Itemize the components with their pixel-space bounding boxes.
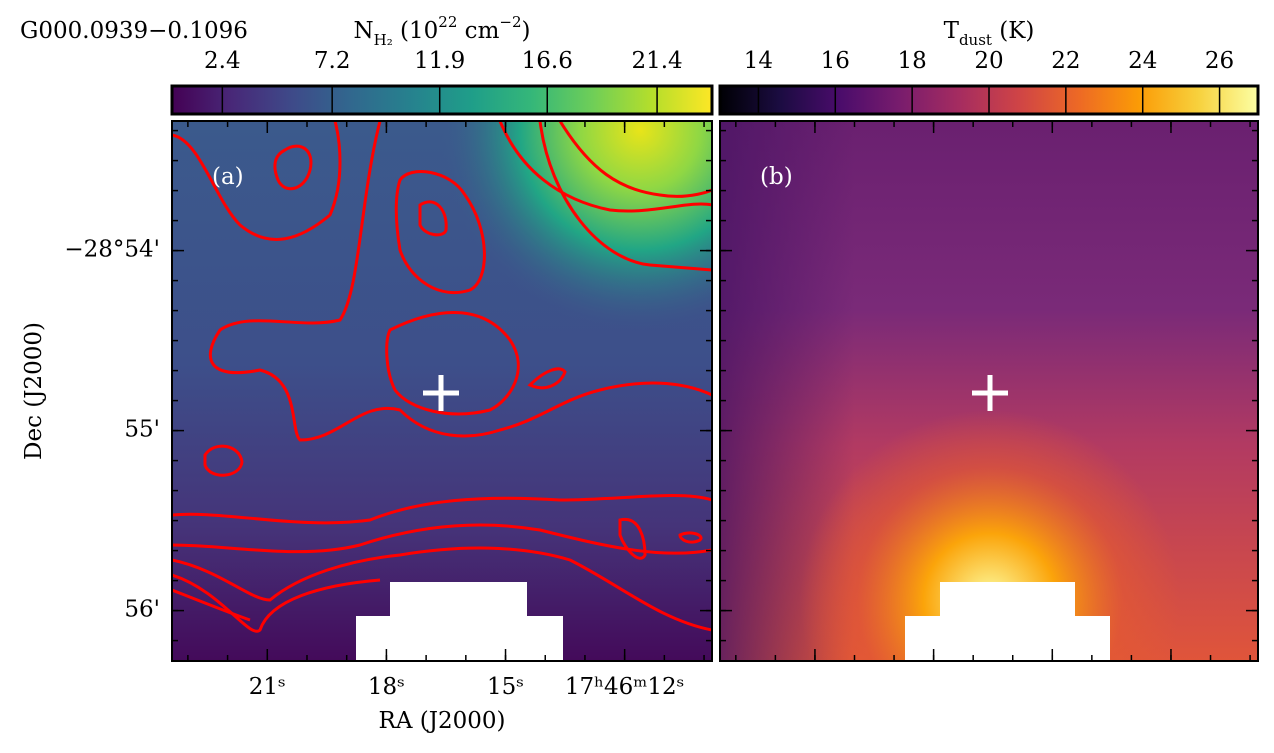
panel-label: (a) — [212, 164, 244, 190]
colorbar-label-part: ) — [522, 18, 531, 44]
colorbar-tick-label: 21.4 — [631, 48, 682, 74]
map-b — [720, 121, 1258, 661]
colorbar-tick-label: 16.6 — [522, 48, 573, 74]
colorbar-tick-label: 7.2 — [314, 48, 351, 74]
y-axis-title: Dec (J2000) — [21, 322, 47, 460]
colorbar-tick-label: 2.4 — [204, 48, 241, 74]
colorbar-label-part: H₂ — [374, 31, 393, 49]
x-tick-label: 17ʰ46ᵐ12ˢ — [565, 674, 685, 700]
colorbar-tick-label: 16 — [821, 48, 850, 74]
colorbar-tick-label: 11.9 — [414, 48, 465, 74]
colorbar-tick-label: 18 — [898, 48, 927, 74]
colorbar-tick-label: 14 — [744, 48, 773, 74]
x-tick-label: 18ˢ — [368, 674, 405, 700]
colorbar — [170, 84, 714, 116]
colorbar-label-part: dust — [959, 31, 992, 49]
colorbar-label-part: 22 — [438, 13, 457, 31]
contours — [172, 121, 712, 633]
map-a — [172, 121, 712, 661]
colorbar-label-part: cm — [457, 18, 499, 44]
colorbar-label-part: (10 — [393, 18, 439, 44]
colorbar-label-part: (K) — [992, 18, 1034, 44]
y-tick-label: −28°54' — [64, 237, 160, 263]
center-marker — [972, 375, 1008, 411]
colorbar-label-part: T — [944, 18, 960, 44]
y-tick-label: 55' — [124, 417, 160, 443]
colorbar-label-part: −2 — [499, 13, 521, 31]
colorbar-label: NH₂ (1022 cm−2) — [353, 13, 530, 49]
y-tick-label: 56' — [124, 597, 160, 623]
source-name: G000.0939−0.1096 — [20, 18, 248, 44]
x-tick-label: 15ˢ — [487, 674, 524, 700]
colorbar-tick-label: 20 — [974, 48, 1003, 74]
colorbar-tick-label: 24 — [1128, 48, 1157, 74]
colorbar-label-part: N — [353, 18, 373, 44]
colorbar-tick-label: 22 — [1051, 48, 1080, 74]
plot-frame — [719, 120, 1259, 662]
center-marker — [423, 375, 459, 411]
colorbar-label: Tdust (K) — [944, 18, 1035, 49]
plot-frame — [171, 120, 713, 662]
colorbar-tick-label: 26 — [1205, 48, 1234, 74]
x-axis-title: RA (J2000) — [379, 708, 506, 734]
panel-label: (b) — [760, 164, 793, 190]
x-tick-label: 21ˢ — [249, 674, 286, 700]
